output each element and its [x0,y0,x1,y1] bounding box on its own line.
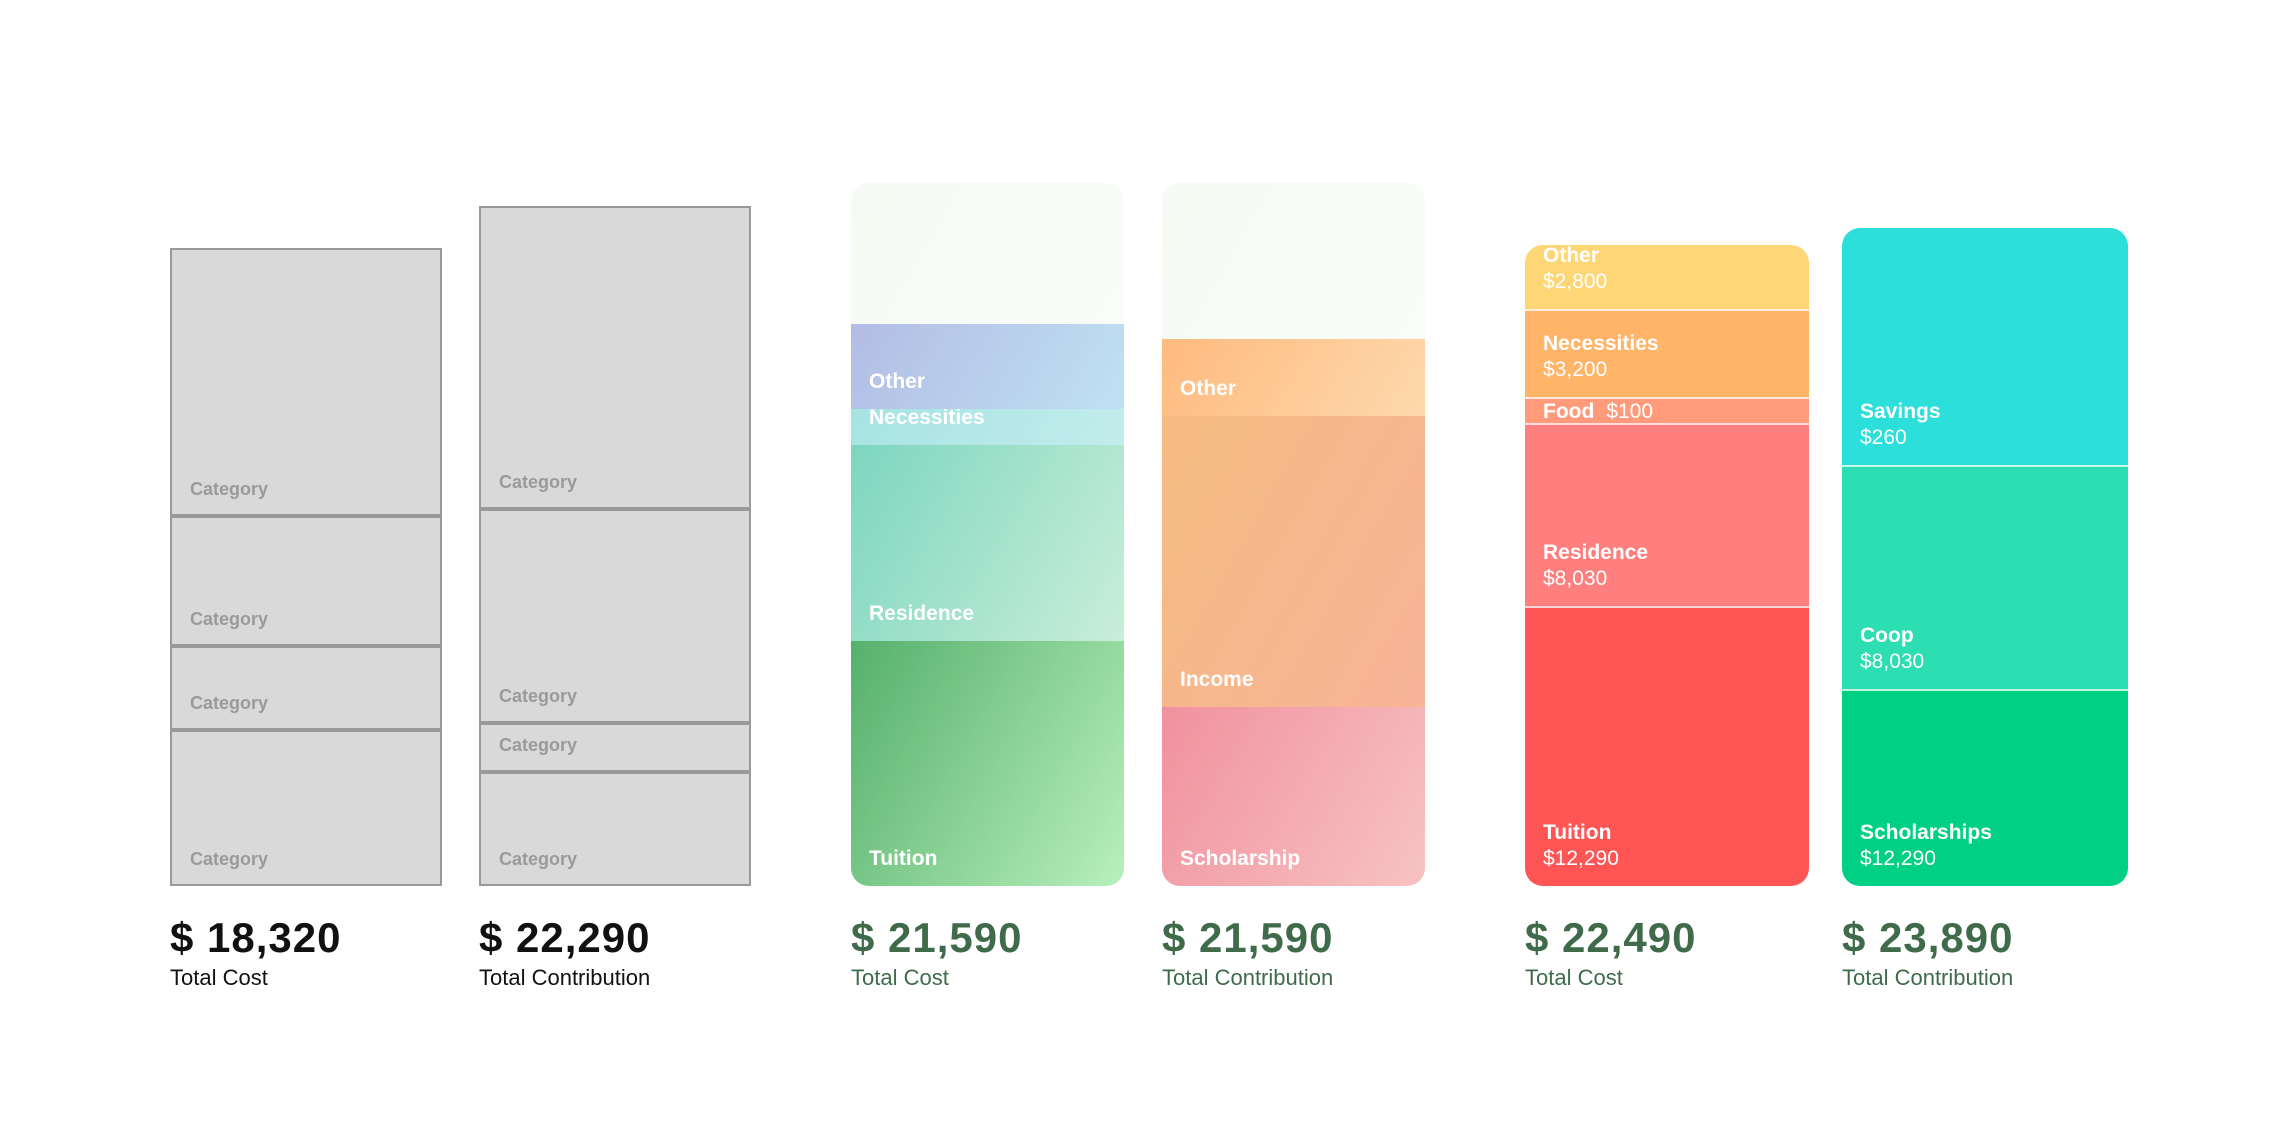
segment-label: Category [190,476,268,502]
segment-label: Necessities [869,405,985,431]
total-amount: $ 23,890 [1842,914,2014,961]
segment-name: Residence [1543,540,1649,564]
bar-segment-necessities: Necessities [851,406,1124,446]
segment-name: Other [1180,377,1237,401]
total-label: Total Contribution [1842,965,2014,990]
segment-label: Scholarship [1180,846,1300,872]
segment-amount: $2,800 [1543,269,1608,293]
bar-segment-category: Category [481,769,749,884]
bar-segment-category: Category [481,720,749,770]
segment-name: Category [190,849,269,869]
total-label: Total Contribution [479,965,651,990]
segment-label: Tuition $12,290 [1543,820,1619,872]
segment-label: Tuition [869,846,937,872]
bar-segment-coop: Coop $8,030 [1842,464,2128,690]
segment-name: Category [499,849,578,869]
segment-label: Residence [869,601,974,627]
bar-segment-empty [1162,183,1425,339]
bar-segment-income: Income [1162,416,1425,707]
segment-name: Category [190,479,269,500]
bar-segment-food: Food $100 [1525,396,1809,425]
bar-segment-category: Category [172,644,440,728]
bar-segment-residence: Residence [851,445,1124,641]
segment-amount: $12,290 [1860,847,1936,870]
segment-name: Scholarship [1180,847,1301,870]
segment-label: Necessities $3,200 [1543,331,1659,383]
bar-segment-necessities: Necessities $3,200 [1525,308,1809,397]
segment-label: Food $100 [1543,399,1653,425]
segment-amount: $8,030 [1543,566,1608,590]
segment-name: Scholarships [1860,821,1992,844]
total-amount: $ 22,290 [479,914,651,961]
total-amount: $ 22,490 [1525,914,1697,961]
segment-label: Coop $8,030 [1860,623,1924,675]
segment-label: Savings $260 [1860,399,1941,451]
segment-name: Category [499,685,578,706]
total-amount: $ 21,590 [1162,914,1334,961]
bar-segment-category: Category [172,514,440,644]
segment-name: Tuition [869,847,938,870]
segment-name: Savings [1860,399,1941,423]
bar-segment-empty [851,183,1124,324]
bar-segment-tuition: Tuition $12,290 [1525,605,1809,886]
segment-name: Food [1543,399,1595,423]
bar-segment-other: Other [851,323,1124,410]
segment-name: Other [1543,245,1600,267]
segment-name: Coop [1860,624,1914,648]
segment-label: Other [869,369,925,395]
segment-label: Residence $8,030 [1543,540,1648,592]
total-label: Total Cost [170,965,268,990]
stacked-bar-6: Scholarships $12,290 Coop $8,030 Savings $260 [1842,228,2128,886]
segment-label: Scholarships $12,290 [1860,820,1992,872]
segment-name: Necessities [869,406,985,430]
bar-segment-other: Other $2,800 [1525,245,1809,309]
bar-segment-tuition: Tuition [851,640,1124,886]
segment-label: Category [499,683,577,709]
total-amount: $ 18,320 [170,914,342,961]
stacked-bar-2: Category Category Category Category [479,206,751,886]
bar-segment-category: Category [481,208,749,507]
segment-name: Necessities [1543,331,1659,355]
segment-label: Category [499,732,577,758]
segment-name: Category [190,692,269,713]
segment-amount: $3,200 [1543,357,1608,381]
stacked-bar-5: Tuition $12,290 Residence $8,030 Food $100 Nec… [1525,245,1809,886]
bar-segment-savings: Savings $260 [1842,228,2128,465]
segment-label: Other [1180,376,1236,402]
segment-name: Category [499,472,578,493]
segment-label: Category [190,846,268,872]
segment-amount: $100 [1606,399,1654,423]
stacked-bar-3: Tuition Residence Necessities Other [851,183,1124,886]
segment-amount: $12,290 [1543,847,1619,870]
segment-label: Category [499,846,577,872]
stacked-bar-4: Scholarship Income Other [1162,183,1425,886]
bar-segment-scholarship: Scholarship [1162,706,1425,886]
segment-label: Income [1180,667,1254,693]
total-amount: $ 21,590 [851,914,1023,961]
stacked-bar-1: Category Category Category Category [170,248,442,886]
segment-label: Category [190,606,268,632]
segment-name: Category [499,734,578,755]
total-label: Total Cost [1525,965,1623,990]
bar-segment-category: Category [172,727,440,884]
bar-segment-category: Category [481,507,749,721]
segment-name: Other [869,370,926,394]
segment-name: Tuition [1543,821,1612,844]
segment-label: Other $2,800 [1543,245,1607,295]
segment-amount: $260 [1860,425,1907,449]
segment-label: Category [190,690,268,716]
total-label: Total Contribution [1162,965,1334,990]
bar-segment-other: Other [1162,338,1425,417]
bar-segment-scholarships: Scholarships $12,290 [1842,689,2128,886]
segment-amount: $8,030 [1860,650,1925,674]
bar-segment-category: Category [172,250,440,514]
segment-name: Category [190,609,269,630]
bar-segment-residence: Residence $8,030 [1525,422,1809,606]
segment-name: Income [1180,667,1254,691]
segment-label: Category [499,469,577,495]
segment-name: Residence [869,601,975,625]
total-label: Total Cost [851,965,949,990]
